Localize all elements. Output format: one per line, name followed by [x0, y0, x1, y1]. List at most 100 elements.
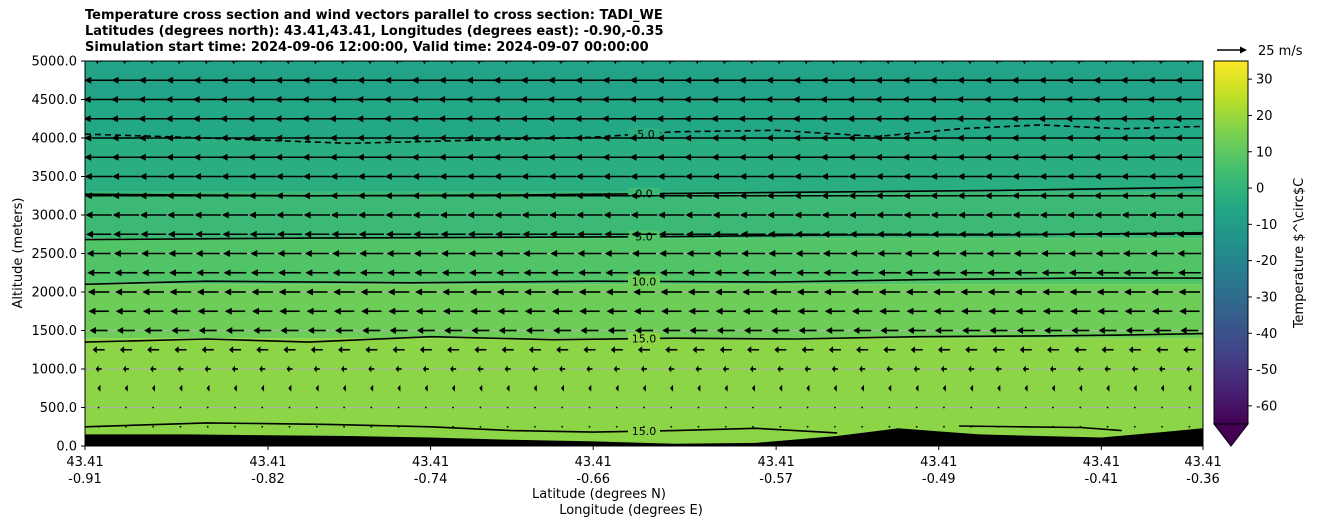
wind-arrow: [467, 211, 494, 219]
wind-arrow: [1049, 61, 1057, 65]
wind-arrow: [823, 269, 847, 277]
wind-arrow: [520, 134, 550, 142]
wind-arrow: [95, 365, 102, 373]
wind-arrow: [169, 269, 192, 277]
wind-arrow: [1175, 173, 1203, 180]
wind-arrow: [875, 173, 904, 180]
wind-arrow: [304, 250, 329, 257]
wind-arrow: [275, 173, 304, 180]
wind-arrow: [712, 211, 740, 219]
wind-arrow: [929, 76, 959, 84]
wind-arrow: [1093, 76, 1122, 84]
wind-arrow: [615, 425, 618, 428]
wind-arrow: [388, 307, 409, 315]
wind-arrow: [749, 61, 757, 65]
wind-arrow: [501, 346, 514, 354]
wind-arrow: [85, 211, 112, 219]
x-axis-label-lat: Latitude (degrees N): [532, 487, 666, 502]
wind-arrow: [494, 211, 521, 219]
wind-arrow: [465, 96, 496, 103]
wind-arrow: [1010, 115, 1041, 123]
wind-arrow: [959, 250, 984, 257]
wind-arrow: [384, 173, 413, 180]
wind-arrow: [152, 406, 155, 409]
wind-arrow: [876, 211, 903, 219]
wind-arrow: [416, 327, 435, 334]
wind-arrow: [1176, 211, 1203, 219]
wind-arrow: [970, 384, 974, 392]
wind-arrow: [1098, 327, 1117, 334]
wind-arrow: [179, 406, 182, 409]
wind-arrow: [875, 153, 904, 161]
contour-label: 15.0: [632, 425, 657, 438]
wind-arrow: [1067, 211, 1094, 219]
wind-arrow: [956, 153, 986, 161]
wind-arrow: [1065, 96, 1096, 103]
wind-arrow: [959, 269, 983, 277]
wind-arrow: [695, 365, 702, 373]
wind-arrow: [1016, 327, 1035, 334]
wind-arrow: [523, 269, 547, 277]
wind-arrow: [142, 288, 164, 296]
wind-arrow: [278, 269, 301, 277]
wind-arrow: [1178, 288, 1201, 296]
wind-arrow: [602, 76, 632, 84]
wind-arrow: [851, 307, 873, 315]
wind-arrow: [1040, 230, 1066, 238]
wind-arrow: [1106, 406, 1109, 409]
wind-arrow: [928, 96, 959, 103]
wind-arrow: [602, 173, 631, 180]
wind-arrow: [997, 425, 1000, 428]
wind-arrow: [750, 365, 757, 373]
wind-arrow: [1038, 134, 1068, 142]
wind-arrow: [248, 192, 277, 200]
colorbar-tick-label: -40: [1256, 327, 1277, 342]
wind-arrow: [765, 96, 796, 103]
wind-arrow: [987, 288, 1010, 296]
wind-arrow: [479, 406, 482, 409]
wind-arrow: [1150, 269, 1174, 277]
wind-arrow: [642, 384, 646, 392]
wind-arrow: [588, 384, 592, 392]
wind-arrow: [577, 250, 602, 257]
wind-arrow: [1093, 134, 1122, 142]
wind-arrow: [932, 269, 956, 277]
wind-arrow: [685, 230, 712, 238]
wind-arrow: [412, 192, 440, 200]
wind-arrow: [656, 153, 686, 161]
wind-arrow: [633, 307, 655, 315]
wind-arrow: [779, 384, 783, 392]
wind-arrow: [220, 76, 250, 84]
wind-arrow: [724, 425, 727, 428]
y-tick-label: 5000.0: [32, 55, 78, 70]
wind-arrow: [738, 153, 768, 161]
wind-arrow: [277, 250, 302, 257]
wind-arrow: [1039, 192, 1067, 200]
wind-arrow: [1095, 250, 1120, 257]
wind-arrow: [147, 346, 160, 354]
wind-arrow: [633, 288, 655, 296]
wind-arrow: [765, 76, 795, 84]
wind-arrow: [305, 269, 329, 277]
wind-arrow: [452, 406, 455, 409]
wind-arrow: [1177, 269, 1201, 277]
wind-arrow: [276, 211, 303, 219]
wind-arrow: [1188, 406, 1191, 409]
wind-arrow: [279, 307, 300, 315]
wind-arrow: [656, 96, 687, 103]
wind-arrow: [819, 115, 850, 123]
colorbar-tick-label: 10: [1256, 145, 1273, 160]
wind-arrow: [422, 61, 430, 65]
wind-arrow: [1104, 365, 1111, 373]
wind-arrow: [956, 134, 986, 142]
wind-arrow: [602, 153, 632, 161]
wind-arrow: [88, 307, 109, 315]
wind-arrow: [438, 76, 468, 84]
wind-arrow: [521, 192, 549, 200]
wind-arrow: [449, 61, 457, 65]
wind-arrow: [465, 134, 495, 142]
wind-arrow: [1041, 269, 1065, 277]
wind-arrow: [330, 211, 358, 219]
wind-arrow: [1012, 211, 1039, 219]
